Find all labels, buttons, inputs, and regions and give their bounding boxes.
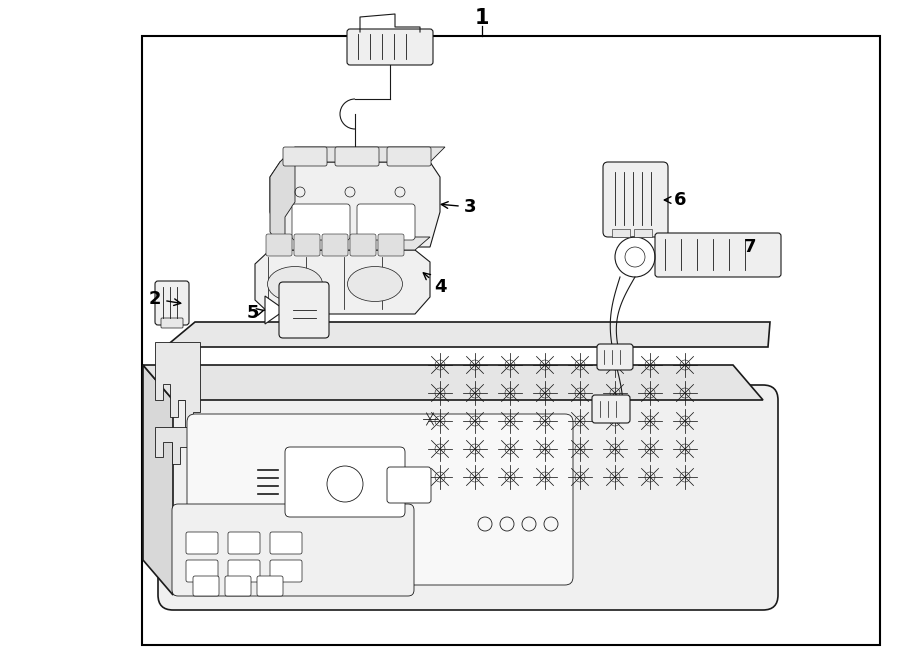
Ellipse shape — [347, 267, 402, 301]
Polygon shape — [143, 365, 763, 400]
FancyBboxPatch shape — [378, 234, 404, 256]
Text: 1: 1 — [474, 8, 489, 28]
FancyBboxPatch shape — [270, 560, 302, 582]
Bar — [612, 229, 630, 237]
Polygon shape — [280, 147, 445, 162]
Polygon shape — [165, 322, 770, 347]
Polygon shape — [270, 147, 295, 247]
Polygon shape — [270, 162, 440, 247]
Polygon shape — [155, 342, 200, 430]
Text: 5: 5 — [247, 304, 265, 322]
FancyBboxPatch shape — [294, 234, 320, 256]
FancyBboxPatch shape — [387, 467, 431, 503]
FancyBboxPatch shape — [257, 576, 283, 596]
FancyBboxPatch shape — [266, 234, 292, 256]
Text: 2: 2 — [148, 290, 181, 308]
FancyBboxPatch shape — [335, 147, 379, 166]
FancyBboxPatch shape — [279, 282, 329, 338]
FancyBboxPatch shape — [350, 234, 376, 256]
FancyBboxPatch shape — [172, 504, 414, 596]
FancyBboxPatch shape — [158, 385, 778, 610]
FancyBboxPatch shape — [186, 532, 218, 554]
FancyBboxPatch shape — [603, 162, 668, 237]
FancyBboxPatch shape — [225, 576, 251, 596]
Polygon shape — [265, 296, 285, 324]
Polygon shape — [155, 427, 190, 464]
Polygon shape — [255, 250, 430, 314]
FancyBboxPatch shape — [283, 147, 327, 166]
Polygon shape — [270, 237, 430, 250]
Polygon shape — [192, 432, 755, 562]
FancyBboxPatch shape — [597, 344, 633, 370]
Polygon shape — [165, 347, 198, 562]
FancyBboxPatch shape — [193, 576, 219, 596]
Text: 3: 3 — [441, 198, 476, 216]
FancyBboxPatch shape — [187, 414, 573, 585]
FancyBboxPatch shape — [655, 233, 781, 277]
FancyBboxPatch shape — [357, 204, 415, 240]
Polygon shape — [165, 417, 775, 582]
FancyBboxPatch shape — [228, 560, 260, 582]
FancyBboxPatch shape — [161, 318, 183, 328]
FancyBboxPatch shape — [292, 204, 350, 240]
FancyBboxPatch shape — [592, 395, 630, 423]
Text: 7: 7 — [743, 238, 756, 256]
Text: 4: 4 — [423, 273, 446, 296]
FancyBboxPatch shape — [285, 447, 405, 517]
FancyBboxPatch shape — [322, 234, 348, 256]
FancyBboxPatch shape — [387, 147, 431, 166]
Ellipse shape — [267, 267, 322, 301]
Text: 6: 6 — [664, 191, 686, 209]
FancyBboxPatch shape — [155, 281, 189, 325]
Bar — [142, 36, 880, 645]
FancyBboxPatch shape — [270, 532, 302, 554]
Bar — [634, 229, 652, 237]
Polygon shape — [143, 365, 173, 595]
FancyBboxPatch shape — [186, 560, 218, 582]
FancyBboxPatch shape — [347, 29, 433, 65]
FancyBboxPatch shape — [228, 532, 260, 554]
